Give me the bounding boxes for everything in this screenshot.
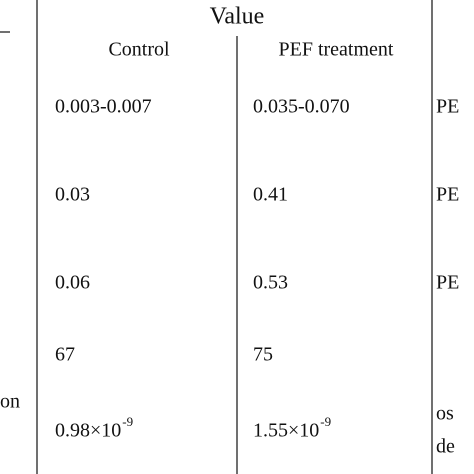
cell-text: PE: [436, 272, 459, 294]
cell-text: 0.035-0.070: [253, 96, 350, 118]
cell-text: 67: [55, 344, 75, 366]
cell-text: 0.06: [55, 272, 90, 294]
cell-text: de: [436, 436, 455, 458]
cell-text: PE: [436, 184, 459, 206]
column-header: PEF treatment: [279, 39, 394, 61]
cell-text: os: [436, 403, 454, 425]
cell-exponent: -9: [122, 414, 133, 429]
cell-text: 0.03: [55, 184, 90, 206]
cell-exponent: -9: [320, 414, 331, 429]
left-fragment: on: [0, 391, 20, 413]
cell-text: 75: [253, 344, 273, 366]
cell-text: 0.98×10: [55, 420, 121, 442]
cell-text: 1.55×10: [253, 420, 319, 442]
cell-text: 0.003-0.007: [55, 96, 152, 118]
column-header: Control: [108, 39, 170, 61]
cell-text: 0.41: [253, 184, 288, 206]
header-title: Value: [210, 4, 265, 30]
cell-text: PE: [436, 96, 459, 118]
table-body: 0.003-0.007 0.035-0.070 PE 0.03 0.41 PE 0.06 0.…: [55, 96, 459, 458]
cell-text: 0.53: [253, 272, 288, 294]
